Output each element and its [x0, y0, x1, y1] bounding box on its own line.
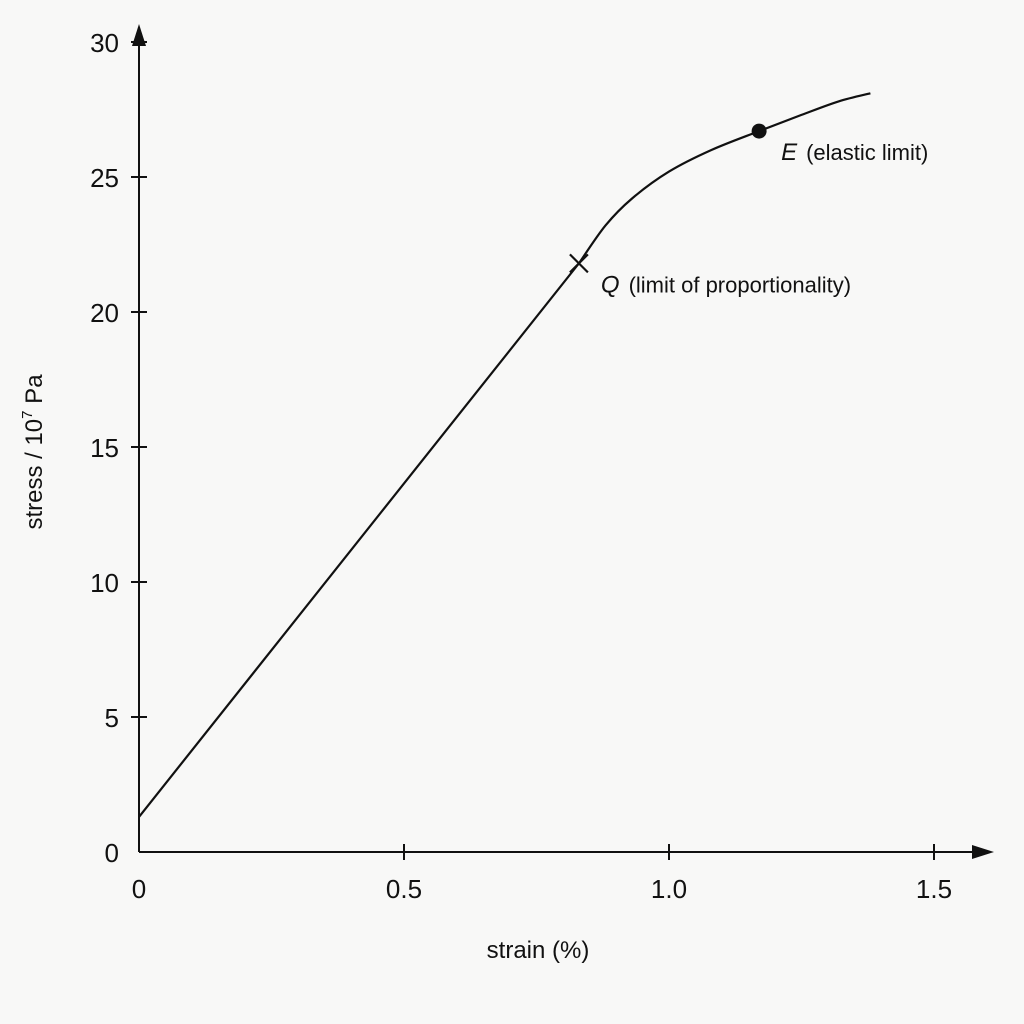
point-e-description: (elastic limit)	[806, 140, 928, 165]
y-tick-label: 25	[90, 163, 119, 193]
x-tick-label: 0	[132, 874, 146, 904]
y-axis-title: stress / 107 Pa	[19, 374, 48, 530]
x-axis-arrowhead	[972, 845, 994, 859]
point-e-dot-marker	[751, 123, 767, 139]
y-axis-title-exponent: 7	[19, 410, 36, 418]
y-tick-label: 15	[90, 433, 119, 463]
point-q-description: (limit of proportionality)	[629, 272, 852, 297]
series	[138, 92, 871, 818]
annotations: Q (limit of proportionality) E (elastic lim…	[569, 123, 928, 298]
y-axis-title-unit: Pa	[21, 374, 48, 411]
point-q-letter: Q	[601, 271, 620, 298]
y-tick-label: 30	[90, 28, 119, 58]
point-e-letter: E	[781, 139, 798, 166]
point-q-cross-marker	[569, 253, 589, 274]
y-axis-arrowhead	[132, 24, 146, 46]
x-axis-title: strain (%)	[487, 937, 590, 964]
x-tick-label: 1.0	[651, 874, 687, 904]
point-e-label: E (elastic limit)	[781, 139, 928, 166]
stress-strain-curve	[138, 92, 871, 818]
x-tick-label: 0.5	[386, 874, 422, 904]
y-tick-label: 0	[105, 838, 119, 868]
y-tick-label: 20	[90, 298, 119, 328]
y-tick-label: 10	[90, 568, 119, 598]
y-axis-title-base: stress / 10	[21, 419, 48, 530]
ticks: 0 0.5 1.0 1.5 0 5 10 15 20 25 30	[90, 28, 952, 904]
y-tick-label: 5	[105, 703, 119, 733]
point-q-label: Q (limit of proportionality)	[601, 271, 851, 298]
x-tick-label: 1.5	[916, 874, 952, 904]
